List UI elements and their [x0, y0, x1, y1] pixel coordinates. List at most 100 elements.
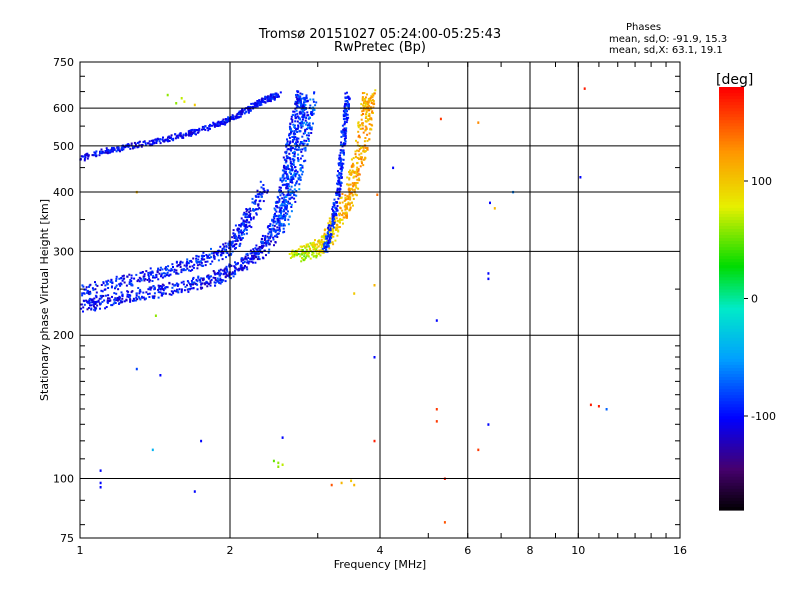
data-point	[321, 247, 324, 250]
data-point	[222, 118, 225, 121]
data-point	[296, 112, 299, 115]
data-point	[308, 122, 311, 125]
data-point	[364, 105, 367, 108]
data-point	[152, 274, 155, 277]
data-point	[288, 125, 291, 128]
data-point	[371, 110, 374, 113]
data-point	[589, 403, 592, 407]
data-point	[168, 293, 171, 296]
data-point	[221, 119, 224, 122]
data-point	[291, 120, 294, 123]
data-point	[336, 188, 339, 191]
data-point	[295, 182, 298, 185]
data-point	[286, 187, 289, 190]
data-point	[123, 281, 126, 284]
data-point	[241, 111, 244, 114]
data-point	[338, 176, 340, 179]
data-point	[292, 110, 295, 113]
data-point	[144, 142, 147, 145]
data-point	[286, 148, 289, 151]
data-point	[180, 281, 183, 284]
data-point	[242, 220, 245, 223]
data-point	[136, 280, 139, 283]
data-point	[300, 260, 303, 263]
colorbar-segment	[719, 331, 744, 336]
data-point	[161, 285, 164, 288]
data-point	[235, 243, 238, 246]
data-point	[283, 224, 286, 227]
data-point	[286, 138, 288, 141]
data-point	[330, 233, 333, 236]
data-point	[335, 226, 338, 229]
data-point	[115, 277, 118, 280]
data-point	[206, 281, 209, 284]
data-point	[277, 95, 280, 98]
colorbar-segment	[719, 485, 744, 490]
data-point	[277, 465, 280, 468]
data-point	[84, 156, 87, 159]
data-point	[284, 158, 287, 161]
data-point	[180, 289, 183, 292]
data-point	[355, 194, 358, 197]
data-point	[132, 297, 135, 300]
colorbar-segment	[719, 304, 744, 309]
colorbar-segment	[719, 437, 744, 442]
data-point	[328, 247, 331, 250]
data-point	[284, 214, 287, 217]
data-point	[360, 147, 362, 150]
data-point	[346, 117, 348, 119]
data-point	[193, 103, 196, 107]
colorbar-segment	[719, 150, 744, 155]
data-point	[243, 211, 246, 214]
data-point	[325, 235, 327, 238]
data-point	[121, 295, 124, 298]
data-point	[225, 245, 228, 248]
data-point	[269, 231, 272, 234]
data-point	[340, 130, 343, 133]
data-point	[255, 244, 258, 247]
data-point	[297, 125, 300, 128]
colorbar-segment	[719, 352, 744, 357]
data-point	[140, 145, 143, 148]
data-point	[315, 254, 318, 257]
data-point	[332, 232, 335, 235]
data-point	[318, 249, 321, 252]
data-point	[250, 218, 252, 221]
data-point	[261, 240, 264, 243]
data-point	[269, 100, 272, 103]
data-point	[81, 294, 84, 297]
data-point	[186, 280, 189, 283]
data-point	[141, 271, 144, 273]
data-point	[294, 184, 297, 187]
data-point	[300, 104, 302, 107]
data-point	[224, 119, 227, 122]
data-point	[115, 292, 118, 295]
data-point	[271, 97, 274, 100]
data-point	[362, 164, 365, 167]
data-point	[233, 243, 236, 246]
data-point	[246, 268, 249, 271]
data-point	[174, 133, 177, 136]
data-point	[289, 132, 292, 135]
data-point	[232, 229, 235, 232]
data-point	[278, 216, 281, 219]
data-point	[291, 175, 294, 178]
data-point	[344, 135, 347, 137]
data-point	[222, 243, 225, 246]
data-point	[365, 111, 368, 113]
colorbar-segment	[719, 162, 744, 167]
data-point	[299, 92, 302, 95]
data-point	[364, 137, 367, 139]
data-point	[312, 106, 315, 109]
data-point	[279, 194, 282, 197]
data-point	[212, 254, 215, 257]
data-point	[304, 258, 306, 261]
data-point	[353, 188, 356, 191]
data-point	[212, 256, 215, 259]
data-point	[299, 255, 302, 258]
data-point	[351, 182, 354, 185]
data-point	[88, 285, 90, 288]
data-point	[356, 181, 359, 184]
data-point	[364, 100, 367, 103]
